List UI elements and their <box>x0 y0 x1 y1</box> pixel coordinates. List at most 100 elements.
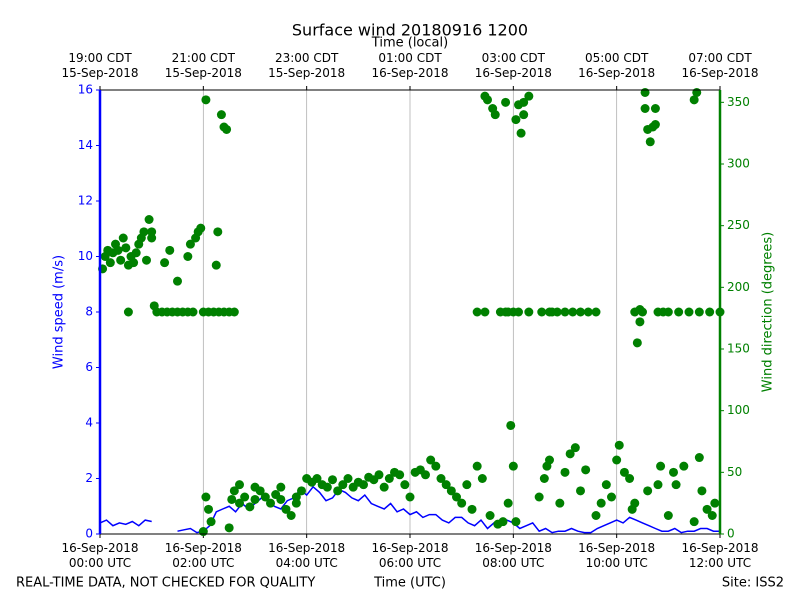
direction-point <box>206 517 216 527</box>
direction-point <box>222 124 232 134</box>
direction-point <box>185 239 195 249</box>
direction-point <box>328 475 337 485</box>
x2-tick-label: 03:00 CDT 16-Sep-2018 <box>474 51 552 80</box>
direction-point <box>539 474 549 483</box>
direction-point <box>534 492 544 502</box>
direction-point <box>689 517 699 527</box>
direction-point <box>576 486 585 496</box>
direction-point <box>689 95 699 105</box>
y2-tick-label: 50 <box>727 465 742 479</box>
direction-point <box>710 498 720 508</box>
direction-point <box>260 492 270 502</box>
direction-point <box>514 307 523 317</box>
direction-point <box>165 245 175 255</box>
direction-point <box>379 482 389 492</box>
direction-point <box>286 511 296 520</box>
x2-tick-label: 07:00 CDT 16-Sep-2018 <box>681 51 759 80</box>
direction-point <box>436 474 446 483</box>
x2-tick-label: 01:00 CDT 16-Sep-2018 <box>371 51 449 80</box>
direction-point <box>669 467 678 477</box>
direction-point <box>131 248 141 258</box>
direction-point <box>211 260 221 270</box>
direction-point <box>312 474 322 483</box>
footnote: REAL-TIME DATA, NOT CHECKED FOR QUALITY <box>16 576 315 591</box>
y-tick-label: 10 <box>78 249 93 263</box>
direction-point <box>235 480 244 490</box>
direction-point <box>129 258 139 268</box>
site-label: Site: ISS2 <box>722 576 784 591</box>
direction-point <box>118 233 128 243</box>
x-tick-label: 16-Sep-2018 10:00 UTC <box>578 541 656 570</box>
direction-point <box>694 307 704 317</box>
direction-point <box>483 95 492 105</box>
y-tick-label: 0 <box>85 527 93 541</box>
x-tick-label: 16-Sep-2018 00:00 UTC <box>61 541 139 570</box>
direction-point <box>281 504 291 514</box>
direction-point <box>568 307 578 317</box>
x-tick-label: 16-Sep-2018 12:00 UTC <box>681 541 759 570</box>
direction-point <box>213 227 223 237</box>
direction-point <box>614 440 624 450</box>
direction-point <box>477 474 487 483</box>
direction-point <box>144 215 154 224</box>
y2-tick-label: 250 <box>727 218 750 232</box>
direction-point <box>216 110 226 120</box>
direction-point <box>201 492 211 502</box>
direction-point <box>384 474 394 483</box>
direction-point <box>405 492 415 502</box>
y2-tick-label: 300 <box>727 157 750 171</box>
direction-point <box>147 227 157 237</box>
direction-point <box>596 498 606 508</box>
x-tick-label: 16-Sep-2018 04:00 UTC <box>268 541 346 570</box>
direction-point <box>612 455 622 465</box>
direction-point <box>229 486 239 496</box>
direction-point <box>201 95 211 105</box>
y-tick-label: 2 <box>85 471 93 485</box>
direction-point <box>705 307 715 317</box>
direction-point <box>581 465 591 475</box>
direction-point <box>142 255 151 265</box>
direction-point <box>576 307 585 317</box>
direction-point <box>619 467 629 477</box>
direction-point <box>160 258 170 268</box>
y2-tick-label: 350 <box>727 95 750 109</box>
direction-point <box>227 494 237 504</box>
direction-point <box>552 307 562 317</box>
x-axis-label: Time (UTC) <box>373 576 446 591</box>
y-tick-label: 6 <box>85 360 93 374</box>
direction-point <box>560 467 570 477</box>
direction-point <box>506 420 516 430</box>
direction-point <box>511 517 521 527</box>
direction-point <box>276 482 286 492</box>
x2-axis-label: Time (local) <box>371 36 448 51</box>
direction-point <box>560 307 570 317</box>
direction-point <box>374 470 384 480</box>
y2-tick-label: 150 <box>727 342 750 356</box>
direction-point <box>519 97 529 107</box>
direction-point <box>524 91 534 101</box>
direction-point <box>707 511 717 520</box>
direction-point <box>663 511 673 520</box>
direction-point <box>266 498 275 508</box>
direction-point <box>467 504 477 514</box>
direction-point <box>583 307 593 317</box>
x-tick-label: 16-Sep-2018 02:00 UTC <box>164 541 242 570</box>
direction-point <box>671 480 681 490</box>
y-tick-label: 4 <box>85 416 93 430</box>
direction-point <box>457 498 467 508</box>
direction-point <box>400 480 410 490</box>
direction-point <box>240 492 250 502</box>
direction-point <box>431 461 441 471</box>
direction-point <box>625 474 635 483</box>
direction-point <box>498 517 508 527</box>
y2-tick-label: 100 <box>727 403 750 417</box>
x2-tick-label: 21:00 CDT 15-Sep-2018 <box>164 51 242 80</box>
y-tick-label: 14 <box>78 138 93 152</box>
direction-point <box>123 307 133 317</box>
direction-point <box>692 87 702 97</box>
direction-point <box>545 455 554 465</box>
y-tick-label: 12 <box>78 194 93 208</box>
direction-point <box>291 492 301 502</box>
direction-point <box>472 307 482 317</box>
